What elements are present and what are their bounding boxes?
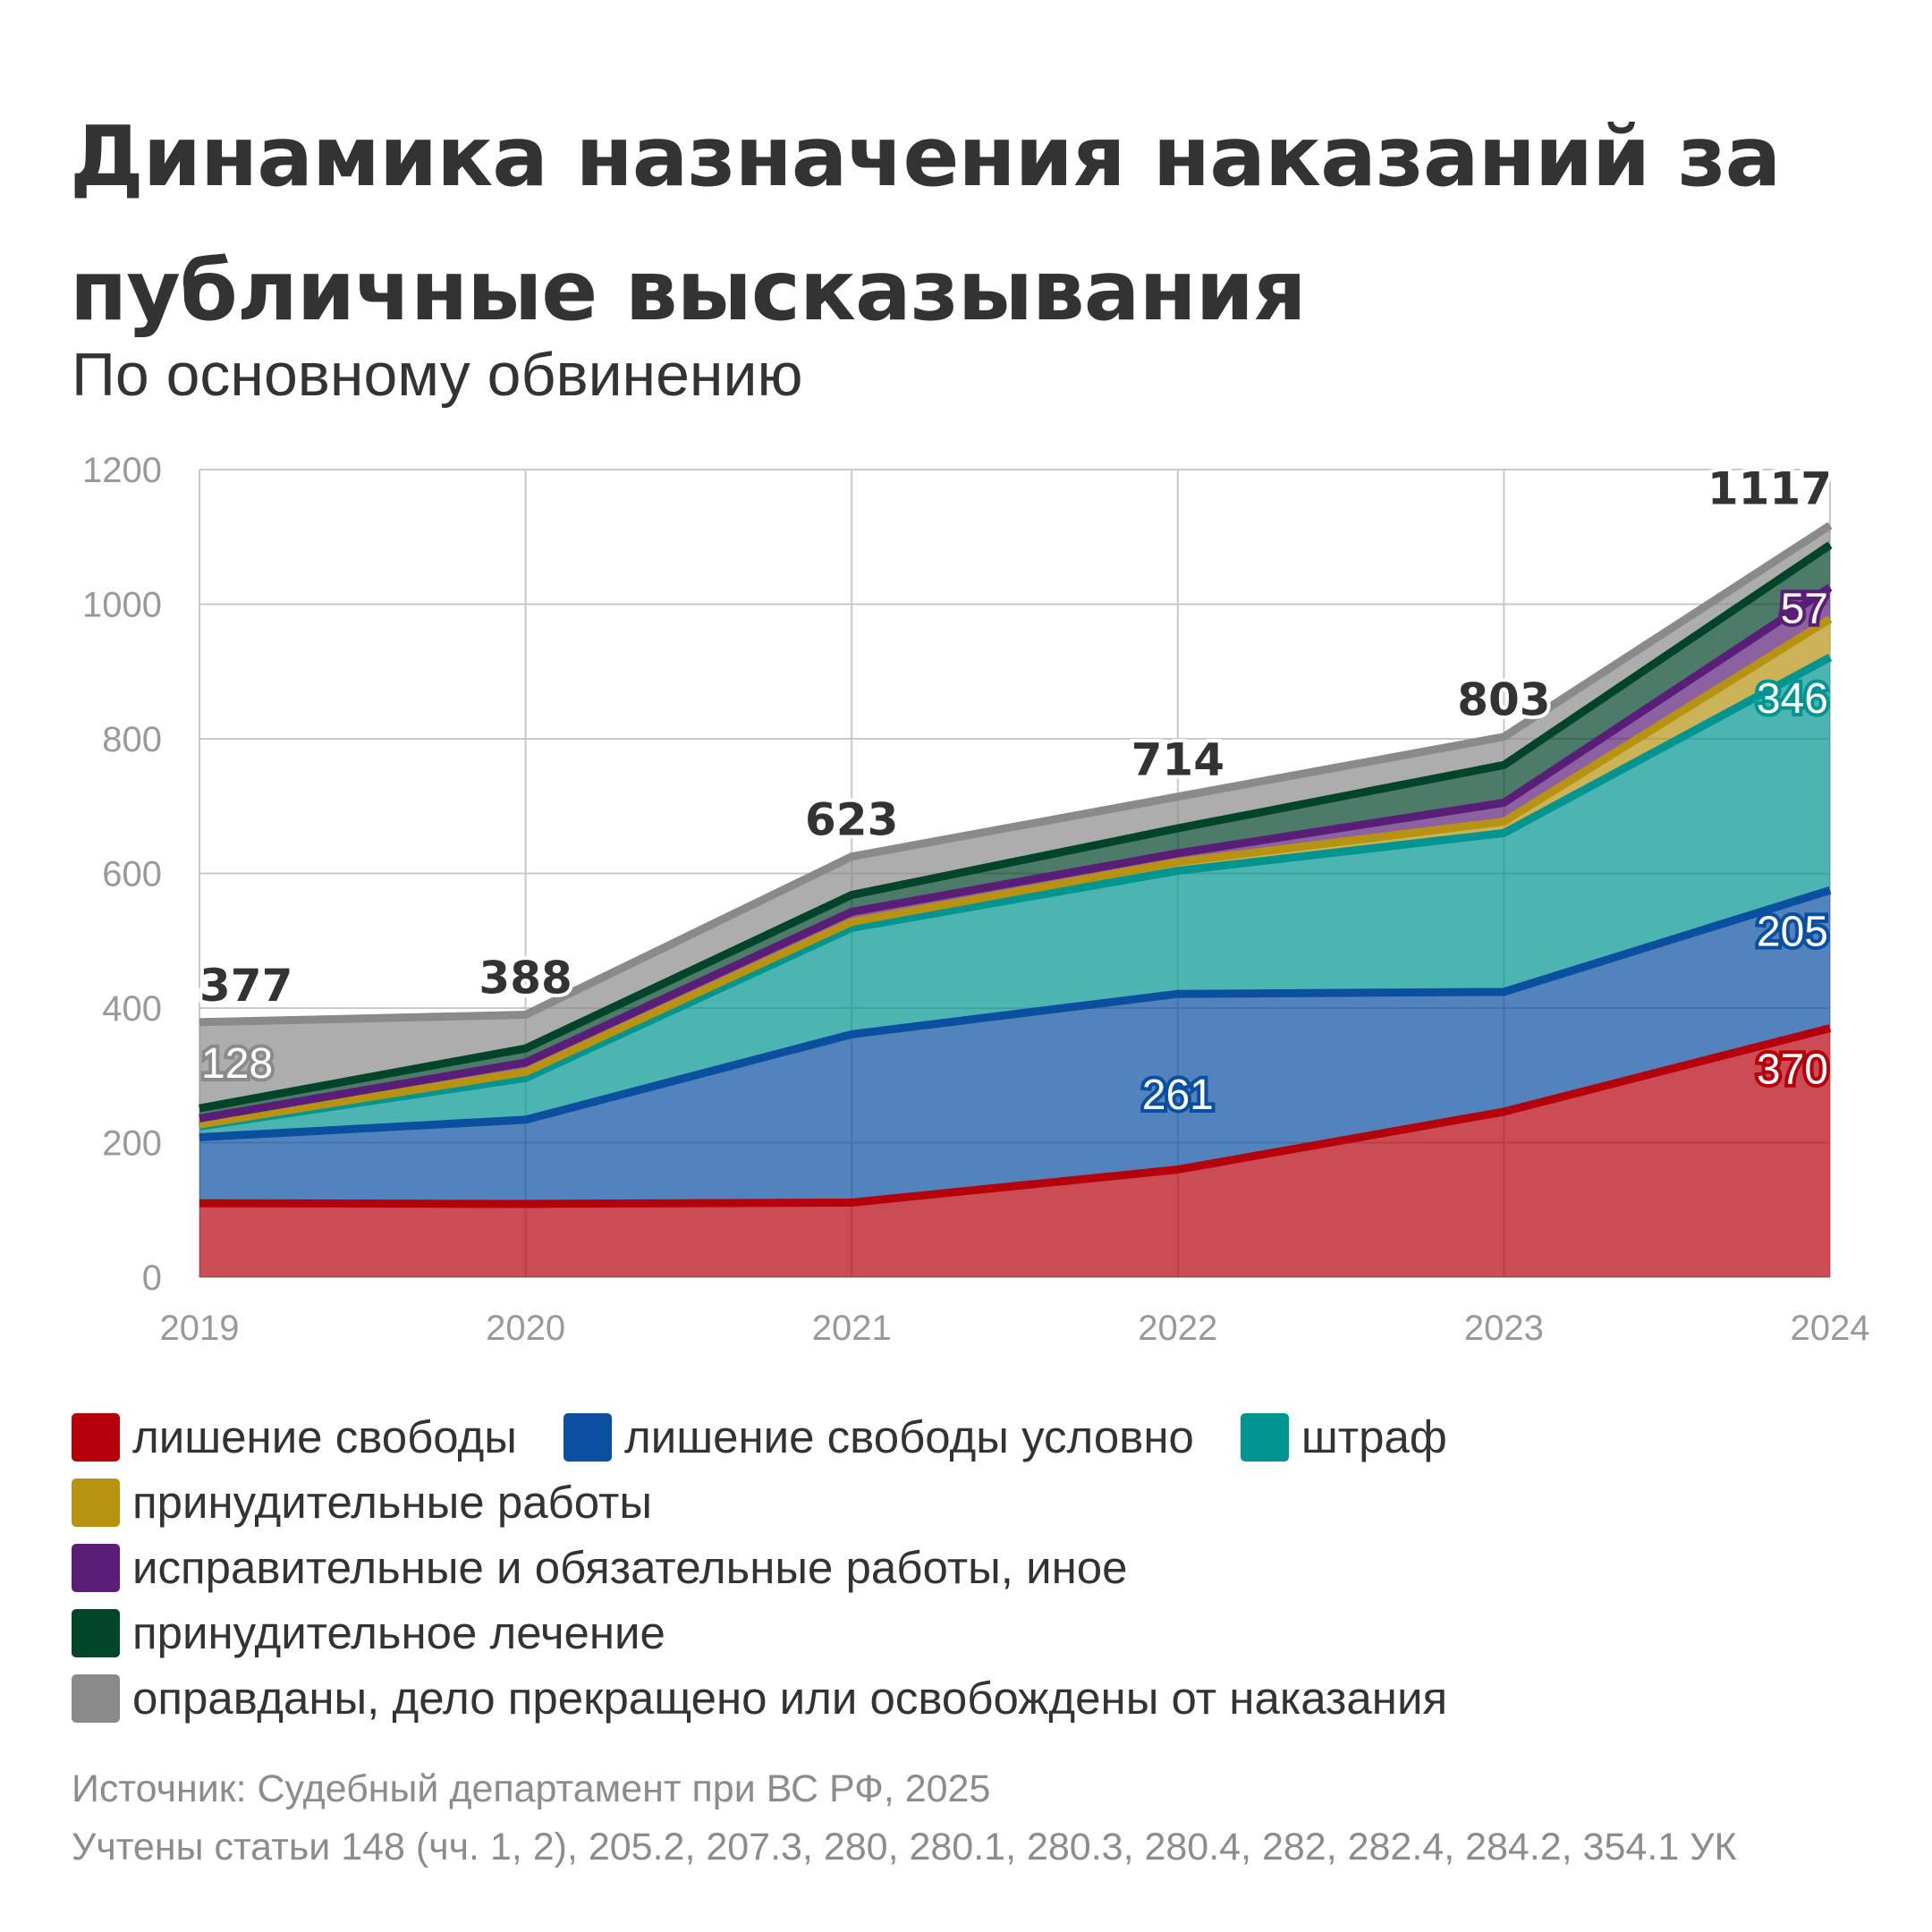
- legend-swatch: [563, 1412, 612, 1462]
- x-tick-label: 2019: [160, 1309, 240, 1348]
- total-label: 1117: [1707, 462, 1832, 514]
- legend-row: лишение свободы лишение свободы условно шт…: [72, 1404, 1896, 1470]
- total-label: 803: [1457, 674, 1550, 726]
- total-label: 623: [805, 794, 898, 846]
- area-series-0: [199, 1028, 1830, 1277]
- line-series-0: [199, 1024, 1832, 1208]
- data-label: 370: [1757, 1046, 1828, 1094]
- legend-swatch: [72, 1608, 120, 1657]
- chart-legend: лишение свободы лишение свободы условно шт…: [72, 1404, 1896, 1731]
- legend-swatch: [1240, 1412, 1289, 1462]
- y-tick-label: 1200: [82, 451, 162, 490]
- legend-label: оправданы, дело прекращено или освобожде…: [132, 1673, 1448, 1724]
- legend-label: принудительное лечение: [132, 1607, 665, 1658]
- x-tick-label: 2021: [812, 1309, 892, 1348]
- chart-subtitle: По основному обвинению: [72, 341, 803, 409]
- legend-swatch: [72, 1674, 120, 1723]
- area-series-2: [199, 657, 1830, 1138]
- data-label: 57: [1781, 586, 1828, 633]
- x-tick-label: 2023: [1464, 1309, 1544, 1348]
- legend-item: оправданы, дело прекращено или освобожде…: [72, 1672, 1447, 1724]
- source-line: Источник: Судебный департамент при ВС РФ…: [72, 1767, 991, 1810]
- legend-label: исправительные и обязательные работы, ин…: [132, 1542, 1128, 1593]
- legend-row: принудительное лечение: [72, 1600, 1896, 1665]
- total-label: 714: [1131, 734, 1224, 786]
- legend-row: оправданы, дело прекращено или освобожде…: [72, 1665, 1896, 1731]
- line-series-4: [199, 583, 1833, 1123]
- y-tick-label: 200: [102, 1124, 162, 1164]
- y-tick-label: 400: [102, 989, 162, 1029]
- legend-label: лишение свободы: [132, 1411, 517, 1462]
- legend-label: штраф: [1301, 1411, 1447, 1462]
- legend-item: принудительное лечение: [72, 1606, 665, 1659]
- legend-item: исправительные и обязательные работы, ин…: [72, 1541, 1127, 1594]
- x-tick-label: 2022: [1138, 1309, 1217, 1348]
- line-series-1: [199, 886, 1832, 1141]
- legend-row: исправительные и обязательные работы, ин…: [72, 1535, 1896, 1600]
- y-tick-label: 800: [102, 720, 162, 759]
- stacked-area-chart: 0 200 400 600 800 1000 1200 2019 2020 2021 2022 202…: [82, 451, 1870, 1348]
- legend-item: штраф: [1240, 1411, 1447, 1463]
- line-series-3: [199, 615, 1833, 1129]
- legend-row: принудительные работы: [72, 1470, 1896, 1535]
- legend-label: лишение свободы условно: [623, 1411, 1194, 1462]
- source-note: Источник: Судебный департамент при ВС РФ…: [72, 1760, 1737, 1877]
- y-tick-label: 0: [142, 1258, 162, 1298]
- y-tick-label: 1000: [82, 586, 162, 625]
- legend-swatch: [72, 1478, 120, 1527]
- data-label: 346: [1757, 675, 1828, 723]
- total-label: 388: [479, 953, 572, 1004]
- data-label: 261: [1142, 1072, 1214, 1119]
- line-series-5: [199, 541, 1833, 1113]
- articles-note: Учтены статьи 148 (чч. 1, 2), 205.2, 207…: [72, 1826, 1737, 1868]
- legend-swatch: [72, 1412, 120, 1462]
- data-label: 128: [201, 1040, 273, 1088]
- line-series-6: [199, 521, 1833, 1027]
- line-series-2: [199, 653, 1833, 1131]
- y-tick-label: 600: [102, 855, 162, 894]
- x-tick-label: 2020: [486, 1309, 565, 1348]
- legend-swatch: [72, 1543, 120, 1592]
- total-label: 377: [199, 960, 292, 1012]
- data-label: 205: [1757, 908, 1828, 955]
- legend-label: принудительные работы: [132, 1477, 653, 1528]
- legend-item: принудительные работы: [72, 1476, 652, 1529]
- x-tick-label: 2024: [1791, 1309, 1870, 1348]
- area-series-6: [199, 525, 1830, 1109]
- legend-item: лишение свободы: [72, 1411, 517, 1463]
- chart-title: Динамика назначения наказаний за публичн…: [70, 108, 1781, 339]
- legend-item: лишение свободы условно: [563, 1411, 1194, 1463]
